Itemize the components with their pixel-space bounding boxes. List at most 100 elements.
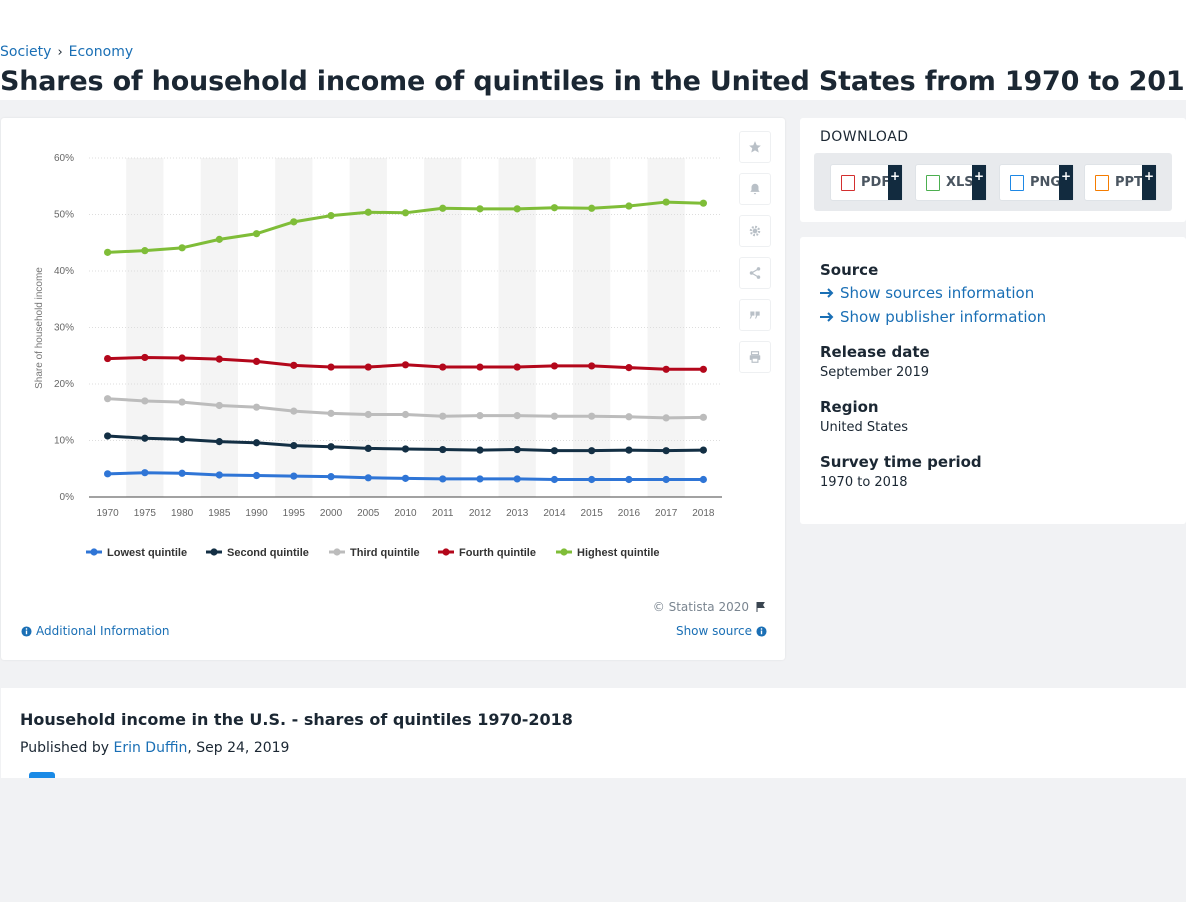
breadcrumb-item-society[interactable]: Society (0, 44, 52, 60)
breadcrumb-item-economy[interactable]: Economy (68, 44, 134, 60)
cite-button[interactable] (739, 299, 771, 331)
data-point (550, 412, 559, 420)
data-point (104, 395, 112, 403)
data-point (252, 357, 261, 365)
data-point (476, 205, 484, 213)
y-tick-label: 20% (54, 379, 74, 390)
data-point (662, 414, 670, 422)
additional-info-label: Additional Information (36, 624, 170, 638)
download-pdf-label: PDF (861, 175, 891, 190)
data-point (588, 362, 596, 370)
show-publisher-link[interactable]: Show publisher information (820, 308, 1046, 326)
x-tick-label: 2015 (581, 508, 604, 519)
data-point (588, 204, 596, 212)
png-file-icon (1010, 174, 1024, 191)
data-point (215, 401, 223, 410)
ppt-file-icon (1095, 174, 1109, 191)
data-point (104, 470, 112, 478)
data-point (141, 247, 149, 255)
data-point (401, 361, 410, 369)
y-tick-label: 30% (54, 323, 74, 334)
published-by: Published by Erin Duffin, Sep 24, 2019 (20, 740, 289, 756)
data-point (290, 218, 298, 226)
print-button[interactable] (739, 341, 771, 373)
download-png-button[interactable]: PNG + (999, 164, 1074, 201)
description-title: Household income in the U.S. - shares of… (20, 710, 573, 729)
download-bar: PDF + XLS + PNG + PPT + (814, 153, 1172, 211)
show-publisher-label: Show publisher information (840, 308, 1047, 326)
show-source-label: Show source (675, 624, 752, 638)
y-tick-label: 0% (60, 492, 75, 503)
download-card: DOWNLOAD PDF + XLS + PNG + PPT + (800, 118, 1186, 222)
download-xls-button[interactable]: XLS + (915, 164, 987, 201)
download-xls-label: XLS (946, 175, 974, 190)
x-band (498, 158, 536, 497)
data-point (476, 363, 484, 371)
data-point (588, 447, 596, 455)
flag-icon[interactable] (755, 601, 767, 613)
plus-icon: + (1142, 165, 1156, 200)
settings-button[interactable] (739, 215, 771, 247)
data-point (178, 469, 186, 477)
data-point (364, 410, 372, 419)
data-point (550, 362, 559, 370)
data-point (290, 441, 298, 450)
star-icon (749, 141, 761, 153)
printer-icon (749, 351, 761, 363)
data-point (327, 363, 335, 371)
data-point (364, 363, 372, 371)
plus-icon: + (972, 165, 986, 200)
x-tick-label: 1980 (171, 508, 194, 519)
release-date-value: September 2019 (820, 365, 930, 380)
data-point (141, 434, 149, 442)
release-date-label: Release date (820, 343, 930, 361)
copyright-text: © Statista 2020 (652, 600, 749, 614)
download-ppt-button[interactable]: PPT + (1084, 164, 1157, 201)
data-point (141, 469, 149, 477)
data-point (513, 445, 521, 454)
survey-period-value: 1970 to 2018 (820, 475, 908, 490)
data-point (215, 235, 223, 243)
legend-label: Fourth quintile (459, 547, 536, 559)
author-link[interactable]: Erin Duffin (113, 740, 188, 756)
data-point (662, 475, 670, 484)
data-point (364, 208, 372, 216)
additional-info-link[interactable]: Additional Information (21, 624, 170, 638)
data-point (104, 354, 112, 363)
data-point (513, 475, 521, 483)
share-button[interactable] (739, 257, 771, 289)
xls-file-icon (926, 174, 940, 191)
data-point (476, 446, 484, 454)
show-sources-link[interactable]: Show sources information (820, 284, 1034, 302)
data-point (513, 363, 521, 371)
favorite-button[interactable] (739, 131, 771, 163)
data-point (104, 432, 112, 440)
x-band (573, 158, 611, 497)
data-point (699, 446, 707, 454)
data-point (215, 438, 223, 446)
x-tick-label: 2000 (320, 508, 343, 519)
x-tick-label: 1985 (208, 508, 231, 519)
legend-label: Second quintile (227, 547, 309, 559)
data-point (625, 446, 633, 454)
info-card: Source Show sources information Show pub… (800, 237, 1186, 524)
data-point (327, 212, 335, 220)
arrow-right-icon (820, 288, 834, 298)
plus-icon: + (888, 165, 902, 200)
data-point (252, 403, 261, 411)
notification-button[interactable] (739, 173, 771, 205)
show-source-link[interactable]: Show source (676, 624, 767, 638)
tab-indicator[interactable] (29, 772, 55, 778)
data-point (178, 354, 186, 362)
description-card: Household income in the U.S. - shares of… (1, 688, 1186, 778)
x-tick-label: 2013 (506, 508, 529, 519)
data-point (252, 439, 261, 447)
data-point (215, 471, 223, 479)
chart-toolbar (739, 131, 771, 373)
download-pdf-button[interactable]: PDF + (830, 164, 903, 201)
x-tick-label: 2018 (692, 508, 715, 519)
data-point (662, 447, 670, 455)
page-title: Shares of household income of quintiles … (0, 66, 1186, 97)
data-point (178, 244, 186, 252)
data-point (327, 443, 335, 451)
